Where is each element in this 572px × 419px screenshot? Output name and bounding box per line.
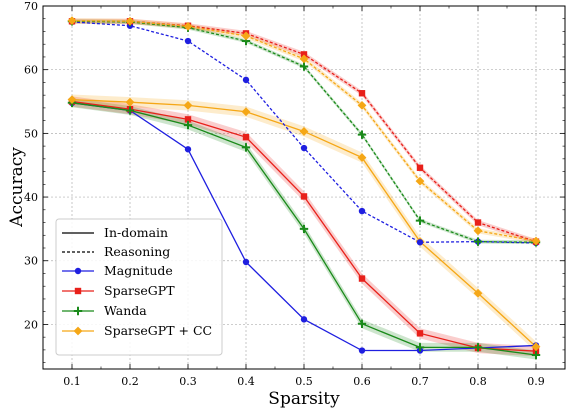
- wanda-reasoning-marker: [357, 130, 367, 139]
- wanda-in-domain-marker: [473, 343, 483, 352]
- magnitude-reasoning-marker: [416, 239, 424, 246]
- legend-method-swatches: [62, 267, 94, 336]
- x-tick-label: 0.5: [295, 375, 313, 388]
- legend-magnitude-marker-swatch: [74, 267, 82, 275]
- wanda-in-domain-marker: [183, 120, 193, 130]
- series-markers: [67, 16, 541, 360]
- magnitude-reasoning-marker: [242, 76, 250, 84]
- wanda-in-domain-marker: [241, 143, 251, 152]
- magnitude-reasoning-marker: [184, 37, 192, 45]
- x-tick-label: 0.1: [63, 375, 81, 388]
- wanda-reasoning-marker: [415, 216, 425, 225]
- magnitude-reasoning-marker: [300, 144, 308, 152]
- sparsegpt-in-domain-marker: [300, 193, 308, 200]
- magnitude-in-domain-marker: [358, 347, 366, 354]
- sparsegpt-in-domain-marker: [242, 133, 250, 141]
- sparsegpt-cc-in-domain-marker: [299, 127, 309, 136]
- wanda-reasoning-line: [71, 20, 537, 243]
- legend-label-magnitude: Magnitude: [104, 263, 173, 278]
- magnitude-in-domain-marker: [184, 146, 192, 153]
- sparsegpt-cc-in-domain-marker: [183, 100, 193, 110]
- sparsegpt-cc-reasoning-marker: [473, 226, 483, 236]
- legend-wanda-marker-swatch: [73, 306, 83, 316]
- sparsegpt-cc-reasoning-marker: [531, 236, 541, 246]
- wanda-reasoning-marker: [299, 62, 309, 71]
- sparsegpt-cc-reasoning-marker: [299, 54, 309, 64]
- magnitude-in-domain-marker: [300, 316, 308, 323]
- sparsegpt-cc-reasoning-marker: [67, 16, 77, 26]
- magnitude-in-domain-marker: [242, 258, 250, 266]
- axis-ticks: 0.1 0.2 0.3 0.4 0.5 0.6 0.7 0.8 0.9 20 30 40 50 60 70: [24, 0, 565, 388]
- wanda-in-domain-marker: [415, 343, 425, 352]
- x-axis-title: Sparsity: [268, 389, 340, 409]
- x-tick-label: 0.4: [237, 375, 255, 388]
- legend-label-sparsegpt-cc: SparseGPT + CC: [104, 323, 212, 338]
- sparsegpt-cc-in-domain-marker: [473, 288, 483, 298]
- sparsegpt-cc-in-domain-marker: [67, 95, 77, 105]
- sparsegpt-cc-reasoning-marker: [125, 16, 135, 26]
- y-axis-title: Accuracy: [7, 147, 27, 228]
- legend-box: [55, 218, 223, 356]
- y-tick-label: 60: [24, 64, 38, 77]
- y-tick-label: 40: [24, 191, 38, 204]
- sparsegpt-reasoning-marker: [358, 90, 366, 97]
- x-tick-label: 0.3: [179, 375, 197, 388]
- sparsegpt-cc-in-domain-marker: [357, 153, 367, 162]
- y-tick-label: 30: [24, 255, 38, 268]
- legend: In-domain Reasoning Magnitude SparseGPT …: [55, 218, 223, 356]
- legend-sparsegpt-cc-marker-swatch: [73, 326, 83, 336]
- legend-sparsegpt-marker-swatch: [74, 287, 82, 295]
- sparsegpt-in-domain-marker: [358, 275, 366, 282]
- sparsegpt-reasoning-marker: [474, 219, 482, 226]
- wanda-reasoning-marker: [473, 237, 483, 246]
- sparsegpt-cc-in-domain-marker: [125, 97, 135, 107]
- x-tick-label: 0.6: [353, 375, 371, 388]
- sparsegpt-in-domain-marker: [184, 116, 192, 123]
- legend-label-in-domain: In-domain: [104, 225, 168, 240]
- sparsegpt-cc-in-domain-marker: [531, 342, 541, 352]
- x-tick-label: 0.8: [469, 375, 487, 388]
- sparsegpt-cc-reasoning-marker: [357, 100, 367, 110]
- y-tick-label: 70: [24, 0, 38, 13]
- sparsegpt-cc-reasoning-marker: [415, 176, 425, 186]
- wanda-in-domain-marker: [357, 319, 367, 328]
- magnitude-reasoning-marker: [358, 207, 366, 215]
- x-tick-label: 0.9: [527, 375, 545, 388]
- sparsegpt-reasoning-marker: [300, 51, 308, 58]
- wanda-in-domain-marker: [125, 106, 135, 115]
- legend-label-sparsegpt: SparseGPT: [104, 283, 175, 298]
- sparsegpt-cc-in-domain-marker: [241, 107, 251, 117]
- sparsegpt-cc-reasoning-marker: [183, 21, 193, 31]
- x-tick-label: 0.7: [411, 375, 429, 388]
- wanda-in-domain-marker: [299, 224, 309, 234]
- wanda-in-domain-marker: [531, 350, 541, 360]
- legend-label-reasoning: Reasoning: [104, 244, 170, 259]
- y-tick-label: 50: [24, 127, 38, 140]
- legend-label-wanda: Wanda: [104, 303, 147, 318]
- y-tick-label: 20: [24, 318, 38, 331]
- sparsegpt-in-domain-marker: [416, 330, 424, 337]
- x-tick-label: 0.2: [121, 375, 139, 388]
- sparsegpt-reasoning-marker: [416, 164, 424, 171]
- sparsegpt-cc-reasoning-marker: [241, 31, 251, 41]
